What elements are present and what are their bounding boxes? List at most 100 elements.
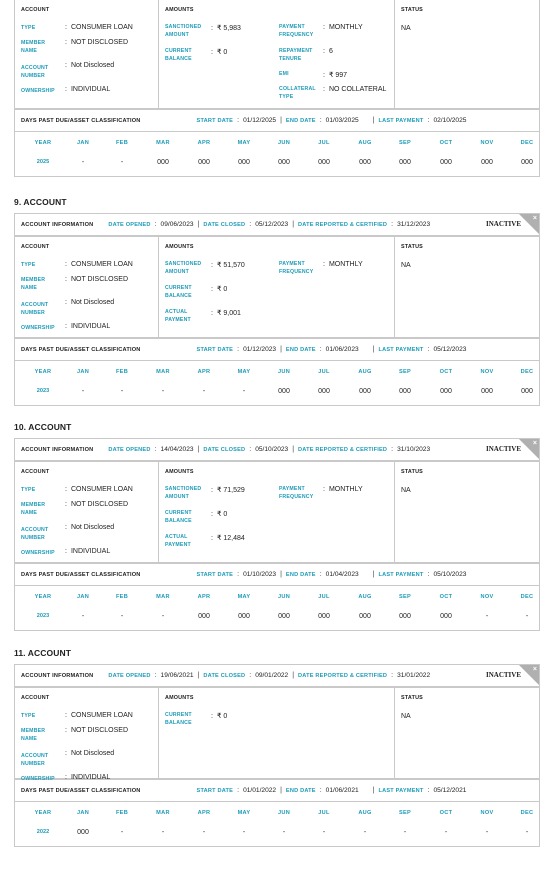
collateral-type-label: COLLATERAL TYPE [279,86,316,100]
section-title: 9. ACCOUNT [14,197,67,207]
status-heading: STATUS [401,469,423,475]
account-number-value: : Not Disclosed [65,62,114,69]
amounts-column: AMOUNTS SANCTIONED AMOUNT: ₹ 51,570 CURRENT… [159,237,395,337]
account-card: ACCOUNT INFORMATION DATE OPENED:19/06/202… [14,664,540,847]
month-header: NOV [480,369,494,375]
year-value: 2025 [36,159,50,165]
colon: : [211,310,213,317]
last-payment-label: LAST PAYMENT [378,346,424,353]
month-header: AUG [358,369,372,375]
end-date-value: 01/04/2023 [325,571,359,578]
date-reported-value: 31/01/2022 [397,672,431,679]
current-balance-text: ₹ 0 [216,49,228,56]
month-header: MAY [237,594,251,600]
section-title: 11. ACCOUNT [14,648,71,658]
month-value: 000 [238,159,250,166]
month-value: - [363,829,367,836]
colon: : [65,501,67,508]
month-header: MAR [156,140,170,146]
collateral-type-text: NO COLLATERAL [328,86,387,93]
colon: : [323,486,325,493]
month-header: JAN [76,140,90,146]
corner-tab [519,665,539,685]
current-balance-label: CURRENT BALANCE [165,285,192,299]
account-card: ACCOUNT INFORMATION DATE OPENED:09/06/202… [14,213,540,406]
actual-payment-value: : ₹ 12,484 [211,534,245,542]
close-icon[interactable]: × [532,666,537,673]
close-icon[interactable]: × [532,440,537,447]
colon: : [391,446,394,453]
last-payment-label: LAST PAYMENT [378,117,424,124]
status-column: STATUS NA [395,237,539,337]
colon: : [319,571,322,578]
divider: | [280,571,282,578]
month-value: - [120,829,124,836]
month-header: MAY [237,140,251,146]
last-payment-label: LAST PAYMENT [378,571,424,578]
member-name-label: MEMBER NAME [21,40,46,54]
ownership-value: : INDIVIDUAL [65,774,110,781]
month-header: JAN [76,369,90,375]
ownership-text: INDIVIDUAL [70,323,111,330]
account-column: ACCOUNT TYPE: CONSUMER LOAN MEMBER NAME: NOT… [15,0,159,108]
dpd-row: DAYS PAST DUE/ASSET CLASSIFICATION START … [15,110,539,132]
sanctioned-amount-value: : ₹ 51,570 [211,261,245,269]
colon: : [323,86,325,93]
end-date-value: 01/06/2021 [325,787,359,794]
month-value: 000 [481,159,493,166]
month-header: FEB [115,594,129,600]
colon: : [65,86,67,93]
account-number-text: Not Disclosed [70,524,115,531]
start-date-label: START DATE [196,571,234,578]
colon: : [249,672,252,679]
actual-payment-text: ₹ 12,484 [216,535,245,542]
account-heading: ACCOUNT [21,244,50,250]
section-title: 10. ACCOUNT [14,422,72,432]
month-header: SEP [398,140,412,146]
month-value: 000 [440,388,452,395]
month-value: - [485,613,489,620]
month-value: - [322,829,326,836]
member-name-value: : NOT DISCLOSED [65,501,128,508]
month-value: 000 [399,388,411,395]
inactive-badge: INACTIVE [485,220,521,228]
colon: : [249,221,252,228]
actual-payment-label: ACTUAL PAYMENT [165,534,191,548]
status-column: STATUS NA [395,688,539,778]
start-date-label: START DATE [196,346,234,353]
month-value: - [242,388,246,395]
divider: | [292,672,295,679]
colon: : [65,24,67,31]
payment-frequency-label: PAYMENT FREQUENCY [279,261,314,275]
month-value: 000 [399,159,411,166]
amounts-column: AMOUNTS SANCTIONED AMOUNT: ₹ 71,529 CURRENT… [159,462,395,562]
account-number-label: ACCOUNT NUMBER [21,65,49,79]
last-payment-value: 02/10/2025 [433,117,467,124]
dpd-label: DAYS PAST DUE/ASSET CLASSIFICATION [21,787,141,794]
sanctioned-amount-text: ₹ 5,983 [216,25,241,32]
colon: : [323,261,325,268]
month-value: - [403,829,407,836]
status-heading: STATUS [401,244,423,250]
colon: : [237,346,240,353]
date-closed-label: DATE CLOSED [203,221,246,228]
colon: : [65,486,67,493]
account-heading: ACCOUNT [21,7,50,13]
ownership-text: INDIVIDUAL [70,774,111,781]
start-date-label: START DATE [196,117,234,124]
colon: : [323,24,325,31]
member-name-label: MEMBER NAME [21,728,46,742]
account-information-label: ACCOUNT INFORMATION [21,221,94,228]
month-header: OCT [439,810,453,816]
ownership-text: INDIVIDUAL [70,548,111,555]
end-date-label: END DATE [285,117,316,124]
payment-frequency-text: MONTHLY [328,261,363,268]
account-heading: ACCOUNT [21,695,50,701]
inactive-badge: INACTIVE [485,445,521,453]
account-number-text: Not Disclosed [70,299,115,306]
close-icon[interactable]: × [532,215,537,222]
colon: : [65,548,67,555]
ownership-label: OWNERSHIP [21,776,55,782]
month-header: OCT [439,140,453,146]
month-value: 000 [481,388,493,395]
